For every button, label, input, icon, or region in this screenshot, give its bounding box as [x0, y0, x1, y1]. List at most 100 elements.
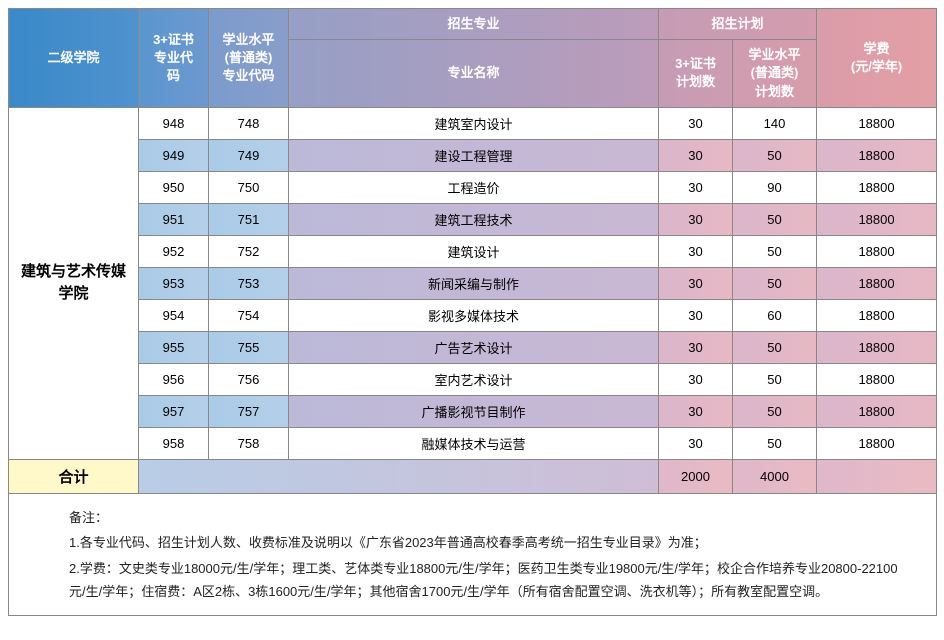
- table-row: 957757广播影视节目制作305018800: [9, 395, 937, 427]
- code-academic-cell: 752: [209, 235, 289, 267]
- plan3-cell: 30: [659, 203, 733, 235]
- table-body: 建筑与艺术传媒学院948748建筑室内设计3014018800949749建设工…: [9, 107, 937, 616]
- notes-cell: 备注：1.各专业代码、招生计划人数、收费标准及说明以《广东省2023年普通高校春…: [9, 493, 937, 616]
- table-row: 950750工程造价309018800: [9, 171, 937, 203]
- plan-academic-cell: 50: [733, 203, 817, 235]
- major-name-cell: 建设工程管理: [289, 139, 659, 171]
- plan-academic-cell: 50: [733, 235, 817, 267]
- notes-line1: 1.各专业代码、招生计划人数、收费标准及说明以《广东省2023年普通高校春季高考…: [69, 531, 906, 554]
- code3-cell: 954: [139, 299, 209, 331]
- notes-title: 备注：: [69, 506, 906, 529]
- code3-cell: 953: [139, 267, 209, 299]
- notes-line2: 2.学费：文史类专业18000元/生/学年；理工类、艺体类专业18800元/生/…: [69, 557, 906, 604]
- major-name-cell: 室内艺术设计: [289, 363, 659, 395]
- plan3-cell: 30: [659, 235, 733, 267]
- code-academic-cell: 750: [209, 171, 289, 203]
- plan3-cell: 30: [659, 267, 733, 299]
- tuition-cell: 18800: [817, 235, 937, 267]
- plan-academic-cell: 50: [733, 427, 817, 459]
- table-row: 951751建筑工程技术305018800: [9, 203, 937, 235]
- major-name-cell: 影视多媒体技术: [289, 299, 659, 331]
- total-blank: [139, 459, 659, 493]
- table-row: 954754影视多媒体技术306018800: [9, 299, 937, 331]
- tuition-cell: 18800: [817, 363, 937, 395]
- code-academic-cell: 751: [209, 203, 289, 235]
- major-name-cell: 建筑设计: [289, 235, 659, 267]
- code3-cell: 948: [139, 107, 209, 139]
- major-name-cell: 工程造价: [289, 171, 659, 203]
- header-code3: 3+证书专业代码: [139, 9, 209, 108]
- major-name-cell: 广播影视节目制作: [289, 395, 659, 427]
- plan3-cell: 30: [659, 139, 733, 171]
- code-academic-cell: 756: [209, 363, 289, 395]
- code-academic-cell: 757: [209, 395, 289, 427]
- header-plan-group: 招生计划: [659, 9, 817, 40]
- code-academic-cell: 755: [209, 331, 289, 363]
- table-row: 956756室内艺术设计305018800: [9, 363, 937, 395]
- plan-academic-cell: 50: [733, 363, 817, 395]
- plan3-cell: 30: [659, 299, 733, 331]
- tuition-cell: 18800: [817, 139, 937, 171]
- total-row: 合计 20004000: [9, 459, 937, 493]
- header-major-group: 招生专业: [289, 9, 659, 40]
- header-college: 二级学院: [9, 9, 139, 108]
- code3-cell: 956: [139, 363, 209, 395]
- total-label: 合计: [9, 459, 139, 493]
- code3-cell: 958: [139, 427, 209, 459]
- plan-academic-cell: 60: [733, 299, 817, 331]
- header-major-name: 专业名称: [289, 40, 659, 108]
- code3-cell: 950: [139, 171, 209, 203]
- header-plan-academic: 学业水平(普通类)计划数: [733, 40, 817, 108]
- tuition-cell: 18800: [817, 203, 937, 235]
- plan-academic-cell: 90: [733, 171, 817, 203]
- plan-academic-cell: 140: [733, 107, 817, 139]
- major-name-cell: 建筑室内设计: [289, 107, 659, 139]
- plan3-cell: 30: [659, 331, 733, 363]
- code3-cell: 955: [139, 331, 209, 363]
- tuition-cell: 18800: [817, 299, 937, 331]
- notes-row: 备注：1.各专业代码、招生计划人数、收费标准及说明以《广东省2023年普通高校春…: [9, 493, 937, 616]
- major-name-cell: 广告艺术设计: [289, 331, 659, 363]
- tuition-cell: 18800: [817, 107, 937, 139]
- tuition-cell: 18800: [817, 427, 937, 459]
- college-name: 建筑与艺术传媒学院: [9, 107, 139, 459]
- table-header: 二级学院 3+证书专业代码 学业水平(普通类)专业代码 招生专业 招生计划 学费…: [9, 9, 937, 108]
- code-academic-cell: 754: [209, 299, 289, 331]
- code3-cell: 957: [139, 395, 209, 427]
- tuition-cell: 18800: [817, 395, 937, 427]
- major-name-cell: 融媒体技术与运营: [289, 427, 659, 459]
- total-tuition-blank: [817, 459, 937, 493]
- plan3-cell: 30: [659, 363, 733, 395]
- plan-academic-cell: 50: [733, 139, 817, 171]
- tuition-cell: 18800: [817, 331, 937, 363]
- major-name-cell: 建筑工程技术: [289, 203, 659, 235]
- plan-academic-cell: 50: [733, 395, 817, 427]
- table-row: 953753新闻采编与制作305018800: [9, 267, 937, 299]
- table-row: 952752建筑设计305018800: [9, 235, 937, 267]
- code3-cell: 951: [139, 203, 209, 235]
- table-row: 949749建设工程管理305018800: [9, 139, 937, 171]
- major-name-cell: 新闻采编与制作: [289, 267, 659, 299]
- tuition-cell: 18800: [817, 171, 937, 203]
- plan-academic-cell: 50: [733, 267, 817, 299]
- header-code-academic: 学业水平(普通类)专业代码: [209, 9, 289, 108]
- total-plan3: 2000: [659, 459, 733, 493]
- enrollment-table: 二级学院 3+证书专业代码 学业水平(普通类)专业代码 招生专业 招生计划 学费…: [8, 8, 937, 616]
- header-plan3: 3+证书计划数: [659, 40, 733, 108]
- total-plan-academic: 4000: [733, 459, 817, 493]
- table-row: 建筑与艺术传媒学院948748建筑室内设计3014018800: [9, 107, 937, 139]
- code-academic-cell: 753: [209, 267, 289, 299]
- plan3-cell: 30: [659, 395, 733, 427]
- table-row: 955755广告艺术设计305018800: [9, 331, 937, 363]
- table-row: 958758融媒体技术与运营305018800: [9, 427, 937, 459]
- code-academic-cell: 758: [209, 427, 289, 459]
- code3-cell: 952: [139, 235, 209, 267]
- plan3-cell: 30: [659, 427, 733, 459]
- code3-cell: 949: [139, 139, 209, 171]
- plan3-cell: 30: [659, 171, 733, 203]
- plan3-cell: 30: [659, 107, 733, 139]
- code-academic-cell: 748: [209, 107, 289, 139]
- tuition-cell: 18800: [817, 267, 937, 299]
- plan-academic-cell: 50: [733, 331, 817, 363]
- code-academic-cell: 749: [209, 139, 289, 171]
